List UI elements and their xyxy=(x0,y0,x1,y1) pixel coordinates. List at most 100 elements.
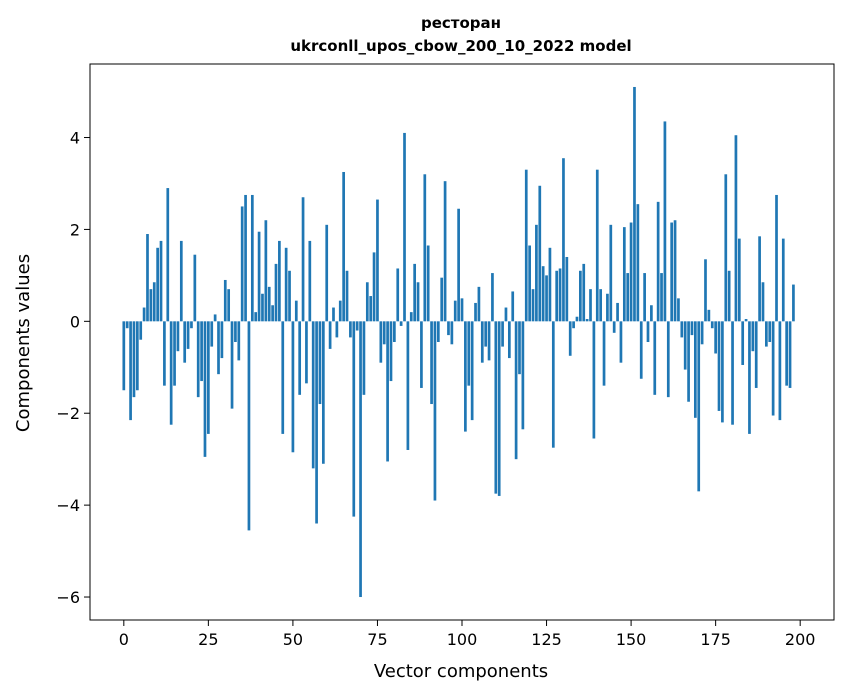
bar xyxy=(301,197,305,322)
x-tick-label: 75 xyxy=(367,630,387,649)
bar xyxy=(244,194,247,322)
bar xyxy=(436,321,440,342)
bar xyxy=(169,321,173,425)
bar xyxy=(267,286,271,322)
bar xyxy=(234,321,237,342)
bar xyxy=(389,321,393,382)
bar xyxy=(467,321,471,386)
bar xyxy=(585,319,589,322)
bar xyxy=(629,222,633,322)
bar xyxy=(139,321,143,340)
bar xyxy=(521,321,525,430)
bar xyxy=(254,312,258,322)
x-tick-label: 150 xyxy=(616,630,647,649)
bar xyxy=(693,321,697,418)
bar xyxy=(173,321,176,386)
bar xyxy=(379,321,383,363)
bar xyxy=(450,321,454,345)
bar xyxy=(403,132,406,322)
bar xyxy=(240,206,244,322)
bar xyxy=(420,321,423,388)
bar xyxy=(555,270,559,322)
bar xyxy=(464,321,467,432)
bar xyxy=(135,321,139,391)
bar xyxy=(315,321,318,524)
bar xyxy=(551,321,555,448)
bar xyxy=(480,321,484,363)
bar xyxy=(663,121,667,322)
bar xyxy=(210,321,214,347)
bar xyxy=(538,185,542,322)
bar xyxy=(230,321,234,409)
bar xyxy=(721,321,724,423)
x-axis-label: Vector components xyxy=(374,661,548,682)
bar xyxy=(565,256,569,322)
bar xyxy=(497,321,501,496)
bar xyxy=(670,222,674,322)
bar xyxy=(193,254,197,322)
bar xyxy=(660,273,663,322)
bar xyxy=(548,247,552,322)
bar xyxy=(129,321,132,421)
bar xyxy=(704,259,707,322)
bar xyxy=(518,321,521,375)
bar xyxy=(156,247,159,322)
bar xyxy=(589,289,592,322)
bar xyxy=(430,321,433,405)
bar xyxy=(305,321,308,384)
bar xyxy=(504,307,508,322)
bar xyxy=(541,266,545,322)
bar xyxy=(335,321,339,338)
bar xyxy=(190,321,193,329)
bar xyxy=(250,194,254,322)
bar xyxy=(186,321,190,349)
bar xyxy=(683,321,687,370)
bar xyxy=(352,321,356,517)
bar xyxy=(318,321,322,405)
bar xyxy=(359,321,362,598)
bar xyxy=(386,321,389,462)
bar xyxy=(460,298,464,322)
bar xyxy=(768,321,772,342)
bar xyxy=(646,321,650,342)
bar xyxy=(200,321,203,382)
bar xyxy=(507,321,511,359)
x-tick-label: 175 xyxy=(700,630,731,649)
y-tick-label: −4 xyxy=(56,496,80,515)
bar xyxy=(737,238,741,322)
x-axis: 0 25 50 75 100 125 150 175 200 xyxy=(119,620,816,649)
chart-subtitle: ukrconll_upos_cbow_200_10_2022 model xyxy=(290,37,631,55)
y-tick-label: 0 xyxy=(70,312,80,331)
bar xyxy=(514,321,518,460)
bar xyxy=(159,240,163,322)
bar xyxy=(751,321,755,352)
bar xyxy=(484,321,488,347)
bar xyxy=(653,321,657,395)
bar xyxy=(700,321,704,345)
bar xyxy=(474,302,477,322)
chart-title: ресторан xyxy=(421,14,501,32)
bar xyxy=(274,263,278,322)
bar xyxy=(639,321,643,379)
y-axis: −6 −4 −2 0 2 4 xyxy=(56,129,90,607)
bar xyxy=(393,321,396,342)
x-tick-label: 100 xyxy=(447,630,478,649)
x-tick-label: 200 xyxy=(785,630,816,649)
bar xyxy=(714,321,717,354)
bar xyxy=(599,289,603,322)
bar xyxy=(666,321,670,398)
bar xyxy=(788,321,792,388)
bar xyxy=(717,321,721,411)
bar xyxy=(332,307,335,322)
bar xyxy=(142,307,146,322)
bar xyxy=(179,240,183,322)
bar xyxy=(710,321,714,329)
bar xyxy=(311,321,315,469)
bar xyxy=(447,321,450,336)
bar xyxy=(524,169,528,322)
bar xyxy=(369,296,373,322)
y-tick-label: 4 xyxy=(70,129,80,148)
bar xyxy=(406,321,410,450)
bar xyxy=(491,273,494,322)
bar xyxy=(754,321,758,388)
